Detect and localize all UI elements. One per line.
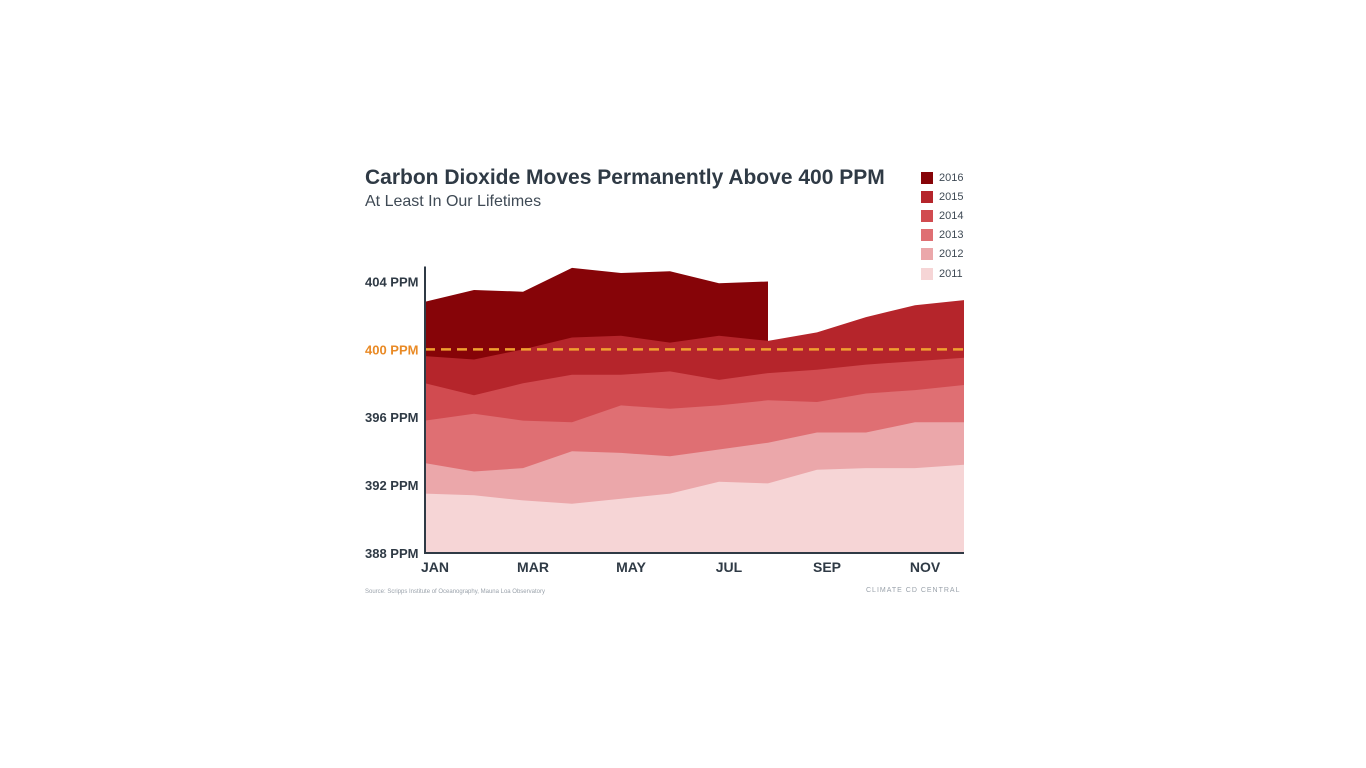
legend-swatch (921, 209, 933, 222)
chart-subtitle: At Least In Our Lifetimes (365, 193, 542, 210)
y-tick-label: 388 PPM (365, 546, 418, 561)
brand-logo: CLIMATE CD CENTRAL (866, 587, 961, 594)
legend-swatch (921, 248, 933, 261)
legend-item-2014: 2014 (921, 206, 963, 225)
x-tick-label: JUL (716, 559, 743, 575)
legend-swatch (921, 190, 933, 203)
x-tick-label: MAY (616, 559, 646, 575)
legend-item-2012: 2012 (921, 245, 963, 264)
y-tick-label: 404 PPM (365, 274, 418, 289)
chart-title: Carbon Dioxide Moves Permanently Above 4… (365, 166, 885, 189)
legend-swatch (921, 171, 933, 184)
legend-label: 2016 (939, 171, 964, 184)
y-tick-label: 396 PPM (365, 410, 418, 425)
x-tick-label: JAN (421, 559, 449, 575)
legend-label: 2011 (939, 267, 963, 280)
legend-label: 2015 (939, 190, 964, 203)
x-axis-ticks: JAN MAR MAY JUL SEP NOV (421, 559, 941, 575)
area-layers (425, 267, 964, 553)
y-axis-ticks: 388 PPM 392 PPM 396 PPM 400 PPM 404 PPM (365, 274, 418, 561)
legend-label: 2014 (939, 209, 964, 222)
source-note: Source: Scripps Institute of Oceanograph… (365, 589, 545, 595)
legend-item-2016: 2016 (921, 168, 963, 187)
area-2011 (425, 464, 964, 553)
legend-swatch (921, 267, 933, 280)
legend-swatch (921, 229, 933, 242)
x-tick-label: SEP (813, 559, 841, 575)
legend: 2016 2015 2014 2013 2012 2011 (921, 168, 963, 283)
legend-label: 2012 (939, 248, 964, 261)
y-tick-label: 392 PPM (365, 478, 418, 493)
legend-label: 2013 (939, 229, 964, 242)
x-tick-label: MAR (517, 559, 549, 575)
x-tick-label: NOV (910, 559, 941, 575)
legend-item-2013: 2013 (921, 226, 963, 245)
legend-item-2015: 2015 (921, 187, 963, 206)
legend-item-2011: 2011 (921, 264, 963, 283)
y-tick-label: 400 PPM (365, 342, 418, 357)
